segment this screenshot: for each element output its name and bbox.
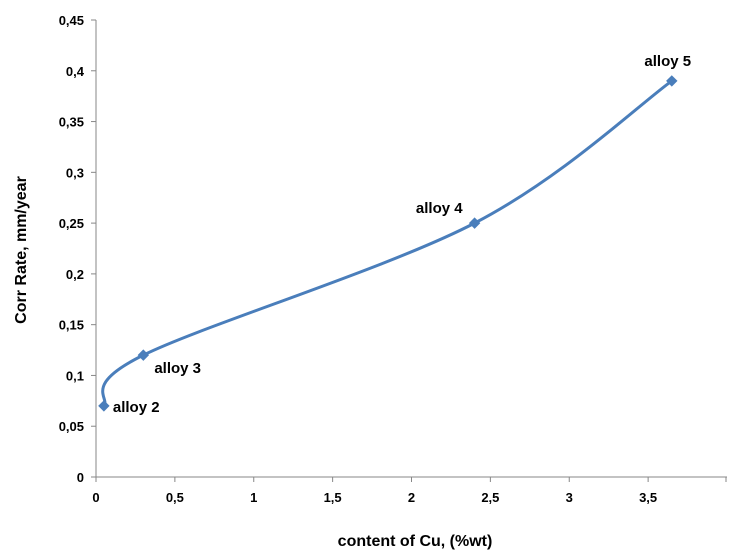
point-labels: alloy 2 alloy 3 alloy 4 alloy 5 (113, 53, 691, 416)
series-line (101, 79, 674, 408)
data-point-marker (98, 400, 110, 412)
data-point-marker (666, 75, 678, 87)
x-tick-label: 2,5 (481, 490, 499, 505)
y-tick-label: 0 (77, 470, 84, 485)
data-label: alloy 4 (416, 200, 463, 217)
y-axis-title: Corr Rate, mm/year (13, 176, 30, 324)
x-tick-label: 3 (566, 490, 573, 505)
data-label: alloy 2 (113, 399, 160, 416)
y-tick-label: 0,05 (59, 419, 84, 434)
x-tick-label: 0 (92, 490, 99, 505)
x-axis-title: content of Cu, (%wt) (338, 533, 493, 550)
y-tick-label: 0,2 (66, 267, 84, 282)
x-tick-label: 2 (408, 490, 415, 505)
y-tick-label: 0,1 (66, 368, 84, 383)
data-point-marker (137, 349, 150, 361)
y-tick-label: 0,3 (66, 165, 84, 180)
y-tick-label: 0,35 (59, 115, 84, 130)
ticks: 0 0,05 0,1 0,15 0,2 0,25 0,3 0,35 0,4 0,45 0 0,5 1 1,… (59, 13, 727, 505)
y-tick-label: 0,4 (66, 64, 85, 79)
x-tick-label: 1 (250, 490, 257, 505)
x-tick-label: 0,5 (166, 490, 184, 505)
data-point-marker (468, 217, 481, 229)
data-label: alloy 5 (644, 53, 691, 70)
data-label: alloy 3 (154, 360, 201, 377)
x-tick-label: 3,5 (639, 490, 657, 505)
y-tick-label: 0,15 (59, 318, 84, 333)
series (98, 75, 678, 412)
x-tick-label: 1,5 (324, 490, 342, 505)
y-tick-label: 0,25 (59, 216, 84, 231)
axes (95, 20, 727, 478)
y-tick-label: 0,45 (59, 13, 84, 28)
